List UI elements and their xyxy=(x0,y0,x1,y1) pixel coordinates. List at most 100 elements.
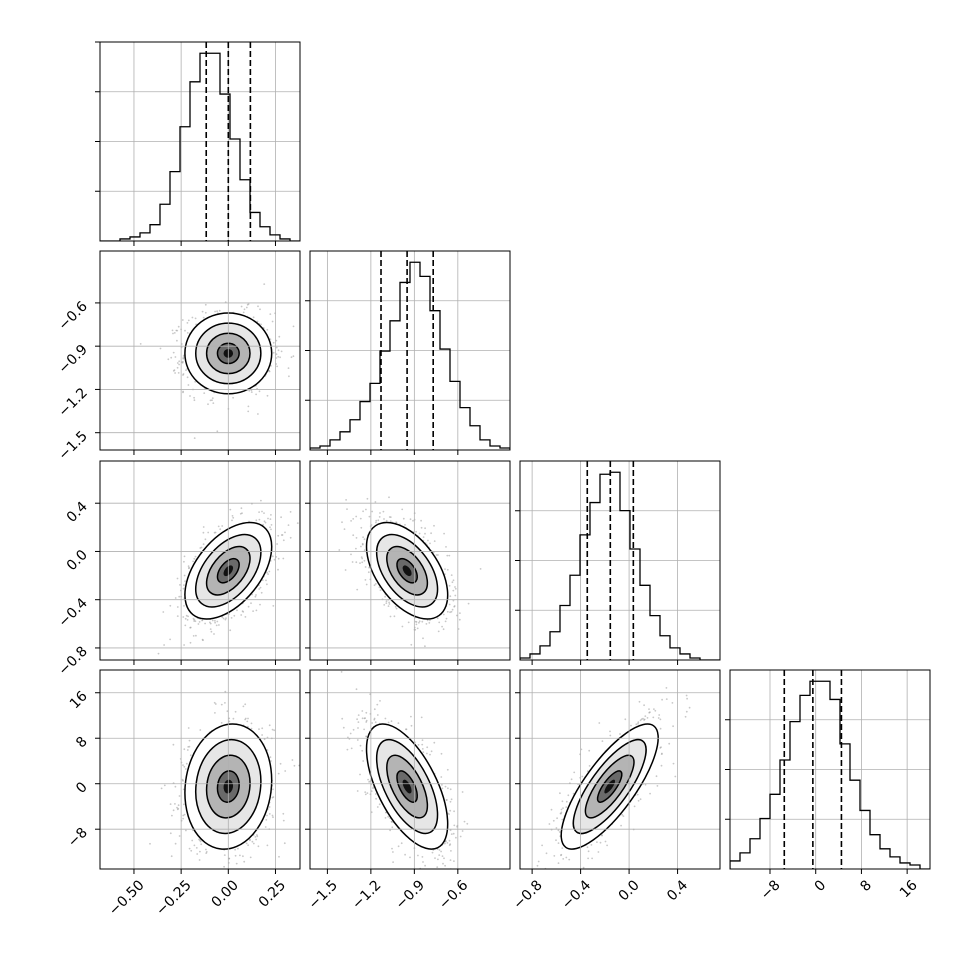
sample-point xyxy=(191,316,194,319)
sample-point xyxy=(186,749,189,751)
sample-point xyxy=(448,839,451,842)
sample-point xyxy=(178,835,181,837)
histogram-panel-0 xyxy=(95,41,301,246)
sample-point xyxy=(189,754,192,757)
sample-point xyxy=(244,703,247,706)
sample-point xyxy=(192,560,195,563)
sample-point xyxy=(214,703,217,705)
sample-point xyxy=(187,319,190,322)
sample-point xyxy=(259,586,262,589)
sample-point xyxy=(360,526,363,529)
sample-point xyxy=(255,519,258,522)
sample-point xyxy=(233,614,236,617)
sample-point xyxy=(361,543,364,546)
sample-point xyxy=(228,857,231,860)
sample-point xyxy=(255,838,257,841)
sample-point xyxy=(239,854,241,857)
sample-point xyxy=(209,628,212,630)
sample-point xyxy=(364,793,367,796)
sample-point xyxy=(454,586,456,588)
sample-point xyxy=(440,850,442,853)
sample-point xyxy=(273,558,276,561)
density-peak xyxy=(402,565,412,577)
sample-point xyxy=(359,773,361,776)
sample-point xyxy=(452,579,455,582)
sample-point xyxy=(429,753,431,756)
sample-point xyxy=(185,369,187,371)
sample-point xyxy=(375,521,377,524)
sample-point xyxy=(250,602,252,605)
sample-point xyxy=(177,804,180,807)
sample-point xyxy=(232,516,235,519)
histogram-panel-3 xyxy=(725,669,931,874)
sample-point xyxy=(373,708,376,711)
sample-point xyxy=(272,605,275,607)
sample-point xyxy=(338,549,341,551)
sample-point xyxy=(428,622,431,624)
sample-point xyxy=(277,772,280,775)
sample-point xyxy=(171,814,173,817)
sample-point xyxy=(198,838,200,841)
sample-point xyxy=(184,768,187,770)
sample-point xyxy=(247,405,250,408)
sample-point xyxy=(415,623,418,626)
sample-point xyxy=(234,710,237,713)
sample-point xyxy=(244,616,247,618)
sample-point xyxy=(182,357,185,360)
sample-point xyxy=(182,788,185,791)
sample-point xyxy=(193,399,196,402)
sample-point xyxy=(263,283,266,285)
sample-point xyxy=(172,351,175,354)
sample-point xyxy=(388,496,390,499)
sample-point xyxy=(265,819,268,821)
sample-point xyxy=(363,559,366,562)
sample-point xyxy=(185,762,188,765)
sample-point xyxy=(438,849,441,851)
sample-point xyxy=(277,355,280,358)
sample-point xyxy=(199,547,202,549)
sample-point xyxy=(430,532,432,535)
sample-point xyxy=(350,520,352,522)
sample-point xyxy=(359,562,361,564)
sample-point xyxy=(182,587,185,590)
sample-point xyxy=(421,620,424,623)
histogram-steps-3 xyxy=(730,680,930,869)
sample-point xyxy=(267,573,269,575)
sample-point xyxy=(194,555,197,558)
sample-point xyxy=(183,765,186,768)
sample-point xyxy=(424,864,426,867)
sample-point xyxy=(184,580,187,583)
sample-point xyxy=(271,555,274,558)
sample-point xyxy=(269,756,272,758)
sample-point xyxy=(212,402,215,404)
sample-point xyxy=(174,356,177,358)
sample-point xyxy=(389,520,392,523)
sample-point xyxy=(211,399,213,402)
sample-point xyxy=(188,847,191,850)
sample-point xyxy=(268,370,271,373)
sample-point xyxy=(169,638,172,641)
sample-point xyxy=(255,594,257,596)
sample-point xyxy=(447,787,449,790)
sample-point xyxy=(267,517,269,520)
sample-point xyxy=(424,527,426,530)
sample-point xyxy=(203,392,206,394)
sample-point xyxy=(202,543,205,545)
sample-point xyxy=(162,611,165,613)
sample-point xyxy=(240,614,243,616)
sample-point xyxy=(275,346,278,349)
sample-point xyxy=(263,520,266,523)
sample-point xyxy=(270,514,272,516)
sample-point xyxy=(288,375,290,378)
sample-point xyxy=(240,305,243,308)
sample-point xyxy=(366,792,369,794)
sample-point xyxy=(247,303,250,305)
sample-point xyxy=(192,635,195,637)
sample-point xyxy=(271,814,274,817)
sample-point xyxy=(451,581,454,584)
histogram-steps-1 xyxy=(310,261,510,450)
sample-point xyxy=(359,517,362,520)
sample-point xyxy=(229,629,232,632)
sample-point xyxy=(276,365,278,368)
